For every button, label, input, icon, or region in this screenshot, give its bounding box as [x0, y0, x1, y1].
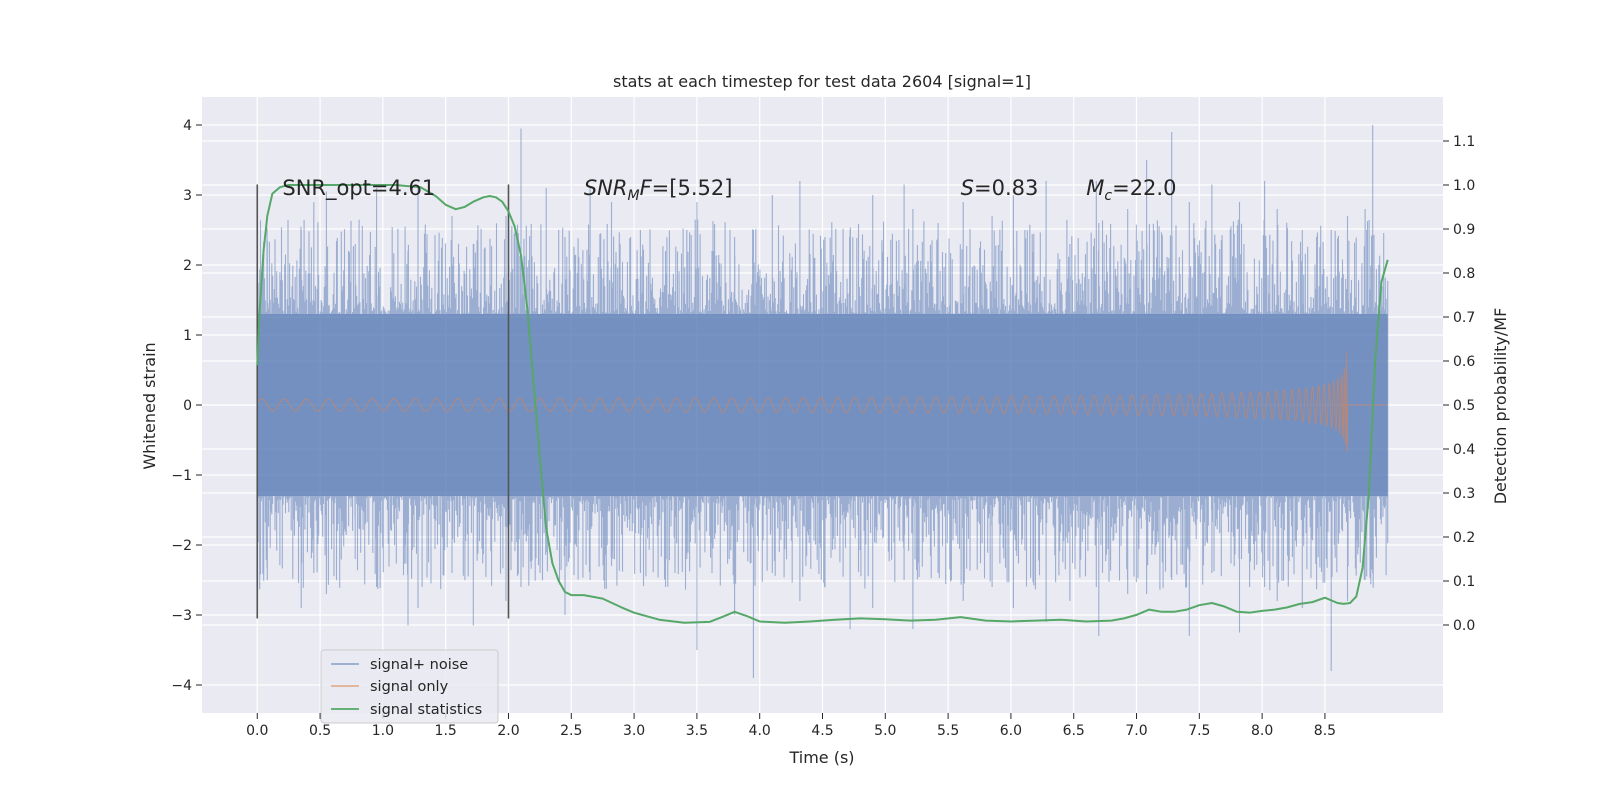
y-left-tick-label-6: −2: [171, 538, 192, 554]
signal-trace: [256, 351, 1388, 453]
x-tick-label-1: 0.5: [309, 723, 331, 739]
y-left-tick-label-1: 3: [183, 188, 192, 204]
legend-label-signal-noise: signal+ noise: [370, 657, 468, 673]
legend-box: [320, 649, 499, 724]
x-tick-label-15: 7.5: [1188, 723, 1210, 739]
x-tick-label-0: 0.0: [246, 723, 268, 739]
annotations: SNR_opt=4.61 SNRMF=[5.52] S=0.83 Mc=22.0: [282, 176, 1176, 204]
chart-title: stats at each timestep for test data 260…: [613, 72, 1031, 91]
x-tick-label-9: 4.5: [811, 723, 833, 739]
y-right-tick-label-4: 0.7: [1453, 310, 1475, 326]
y-right-tick-label-7: 0.4: [1453, 442, 1475, 458]
y-right-tick-label-1: 1.0: [1453, 178, 1475, 194]
series-signal-only: [256, 351, 1388, 453]
annotation-1: SNRMF=[5.52]: [584, 176, 733, 204]
series-signal-statistics: [256, 184, 1389, 624]
x-tick-label-14: 7.0: [1125, 723, 1147, 739]
y-left-tick-label-8: −4: [171, 678, 192, 694]
x-tick-label-11: 5.5: [937, 723, 959, 739]
y-axis-right-label: Detection probability/MF: [1491, 308, 1510, 505]
x-tick-label-3: 1.5: [435, 723, 457, 739]
y-right-tick-label-10: 0.1: [1453, 574, 1475, 590]
y-left-tick-label-0: 4: [183, 118, 192, 134]
y-left-tick-label-2: 2: [183, 258, 192, 274]
y-axis-left-ticks: 4 3 2 1 0 −1 −2 −3 −4: [171, 118, 202, 694]
y-right-tick-label-8: 0.3: [1453, 486, 1475, 502]
statistics-trace: [256, 184, 1389, 624]
y-left-tick-label-4: 0: [183, 398, 192, 414]
y-left-tick-label-7: −3: [171, 608, 192, 624]
x-tick-label-12: 6.0: [1000, 723, 1022, 739]
legend-label-signal-only: signal only: [370, 679, 449, 695]
x-tick-label-13: 6.5: [1063, 723, 1085, 739]
x-tick-label-8: 4.0: [749, 723, 771, 739]
x-tick-label-10: 5.0: [874, 723, 896, 739]
y-right-tick-label-6: 0.5: [1453, 398, 1475, 414]
legend: signal+ noise signal only signal statist…: [320, 649, 499, 724]
x-axis-ticks: 0.0 0.5 1.0 1.5 2.0 2.5 3.0 3.5 4.0 4.5 5.0 5.5 6.0 6…: [246, 713, 1336, 739]
x-tick-label-7: 3.5: [686, 723, 708, 739]
y-right-tick-label-3: 0.8: [1453, 266, 1475, 282]
y-right-tick-label-2: 0.9: [1453, 222, 1475, 238]
series-signal-noise: [256, 125, 1389, 678]
y-right-tick-label-0: 1.1: [1453, 134, 1475, 150]
x-tick-label-5: 2.5: [560, 723, 582, 739]
y-axis-left-label: Whitened strain: [140, 342, 159, 469]
y-right-tick-label-11: 0.0: [1453, 618, 1475, 634]
legend-label-signal-statistics: signal statistics: [370, 702, 482, 718]
vertical-markers: [256, 184, 510, 619]
y-right-tick-label-5: 0.6: [1453, 354, 1475, 370]
y-left-tick-label-5: −1: [171, 468, 192, 484]
y-left-tick-label-3: 1: [183, 328, 192, 344]
annotation-0: SNR_opt=4.61: [282, 176, 435, 201]
x-tick-label-17: 8.5: [1314, 723, 1336, 739]
x-tick-label-6: 3.0: [623, 723, 645, 739]
y-axis-right-ticks: 1.1 1.0 0.9 0.8 0.7 0.6 0.5 0.4 0.3 0.2 0.1 0.0: [1443, 134, 1475, 634]
x-tick-label-4: 2.0: [497, 723, 519, 739]
annotation-2: S=0.83: [961, 176, 1039, 200]
annotation-3: Mc=22.0: [1086, 176, 1176, 204]
x-tick-label-16: 8.0: [1251, 723, 1273, 739]
x-tick-label-2: 1.0: [372, 723, 394, 739]
x-axis-label: Time (s): [788, 748, 854, 767]
y-right-tick-label-9: 0.2: [1453, 530, 1475, 546]
